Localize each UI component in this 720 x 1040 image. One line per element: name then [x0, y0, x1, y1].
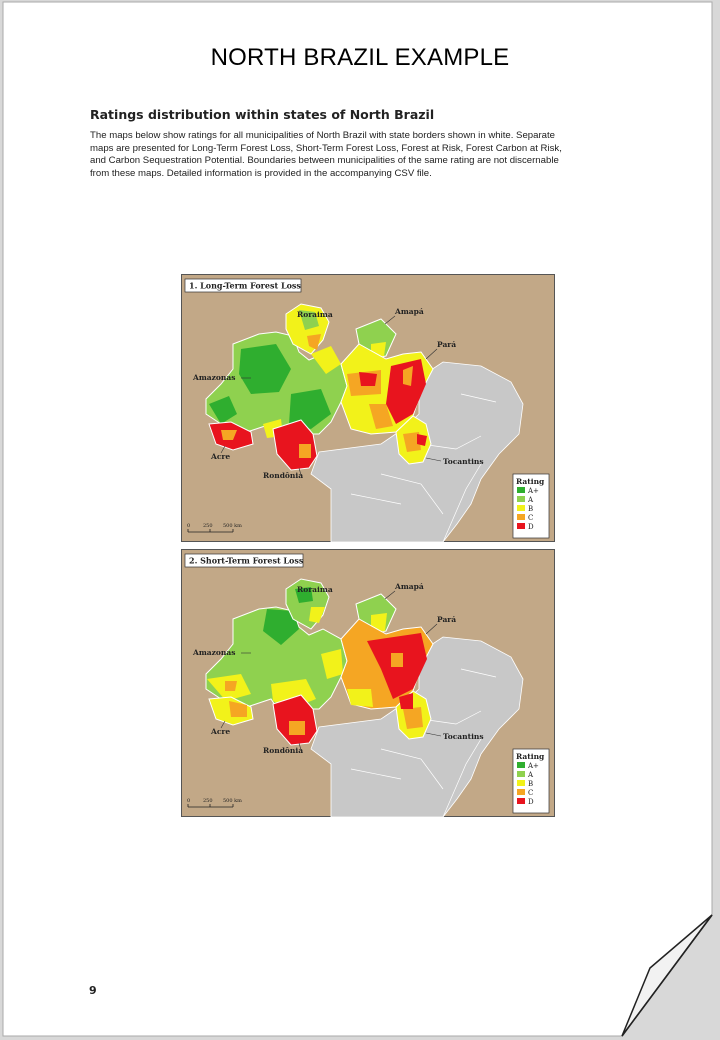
- scale-tick: 500 km: [223, 523, 242, 529]
- label-para: Pará: [437, 340, 456, 349]
- scale-tick: 0: [187, 798, 190, 804]
- legend-label: A+: [527, 762, 539, 770]
- scale-tick: 250: [203, 798, 213, 804]
- scale-tick: 0: [187, 523, 190, 529]
- label-roraima: Roraima: [297, 310, 333, 319]
- legend-label: C: [528, 789, 533, 797]
- legend-swatch: [517, 771, 525, 777]
- legend-swatch: [517, 780, 525, 786]
- label-tocantins: Tocantins: [443, 732, 484, 741]
- label-amazonas: Amazonas: [192, 648, 235, 657]
- legend-title: Rating: [516, 477, 545, 486]
- label-acre: Acre: [210, 727, 230, 736]
- map-legend: Rating A+ A B C D: [512, 748, 550, 814]
- label-amapa: Amapá: [394, 582, 424, 591]
- paragraph-line: from these maps. Detailed information is…: [90, 167, 432, 179]
- map-legend: Rating A+ A B C D: [512, 473, 550, 539]
- scale-bar: 0 250 500 km: [187, 523, 242, 533]
- label-tocantins: Tocantins: [443, 457, 484, 466]
- label-rondonia: Rondônia: [263, 746, 303, 755]
- legend-label: A+: [527, 487, 539, 495]
- page-number: 9: [89, 984, 97, 997]
- page-title: NORTH BRAZIL EXAMPLE: [210, 44, 510, 71]
- map-long-term-forest-loss: 1. Long-Term Forest Loss Roraima Amapá P…: [181, 274, 555, 542]
- state-rondonia: [272, 694, 318, 746]
- paragraph-line: and Carbon Sequestration Potential. Boun…: [90, 155, 559, 167]
- map-title: 2. Short-Term Forest Loss: [189, 556, 304, 566]
- scale-tick: 500 km: [223, 798, 242, 804]
- map-title: 1. Long-Term Forest Loss: [189, 281, 301, 291]
- legend-swatch: [517, 505, 525, 511]
- legend-label: A: [527, 771, 534, 779]
- legend-label: A: [527, 496, 534, 504]
- paragraph-line: maps are presented for Long-Term Forest …: [90, 142, 562, 154]
- label-roraima: Roraima: [297, 585, 333, 594]
- label-amapa: Amapá: [394, 307, 424, 316]
- paragraph-line: The maps below show ratings for all muni…: [90, 130, 555, 141]
- legend-label: D: [528, 798, 534, 806]
- scale-bar: 0 250 500 km: [187, 798, 242, 808]
- legend-swatch: [517, 798, 525, 804]
- legend-swatch: [517, 789, 525, 795]
- legend-swatch: [517, 762, 525, 768]
- map-short-term-forest-loss: 2. Short-Term Forest Loss Roraima Amapá …: [181, 549, 555, 817]
- legend-label: B: [528, 505, 533, 513]
- scale-tick: 250: [203, 523, 213, 529]
- legend-swatch: [517, 523, 525, 529]
- legend-swatch: [517, 487, 525, 493]
- legend-title: Rating: [516, 752, 545, 761]
- legend-swatch: [517, 496, 525, 502]
- label-rondonia: Rondônia: [263, 471, 303, 480]
- body-paragraph: The maps below show ratings for all muni…: [90, 130, 650, 180]
- legend-label: C: [528, 514, 533, 522]
- section-heading: Ratings distribution within states of No…: [90, 107, 435, 122]
- label-amazonas: Amazonas: [192, 373, 235, 382]
- legend-swatch: [517, 514, 525, 520]
- legend-label: B: [528, 780, 533, 788]
- label-para: Pará: [437, 615, 456, 624]
- label-acre: Acre: [210, 452, 230, 461]
- legend-label: D: [528, 523, 534, 531]
